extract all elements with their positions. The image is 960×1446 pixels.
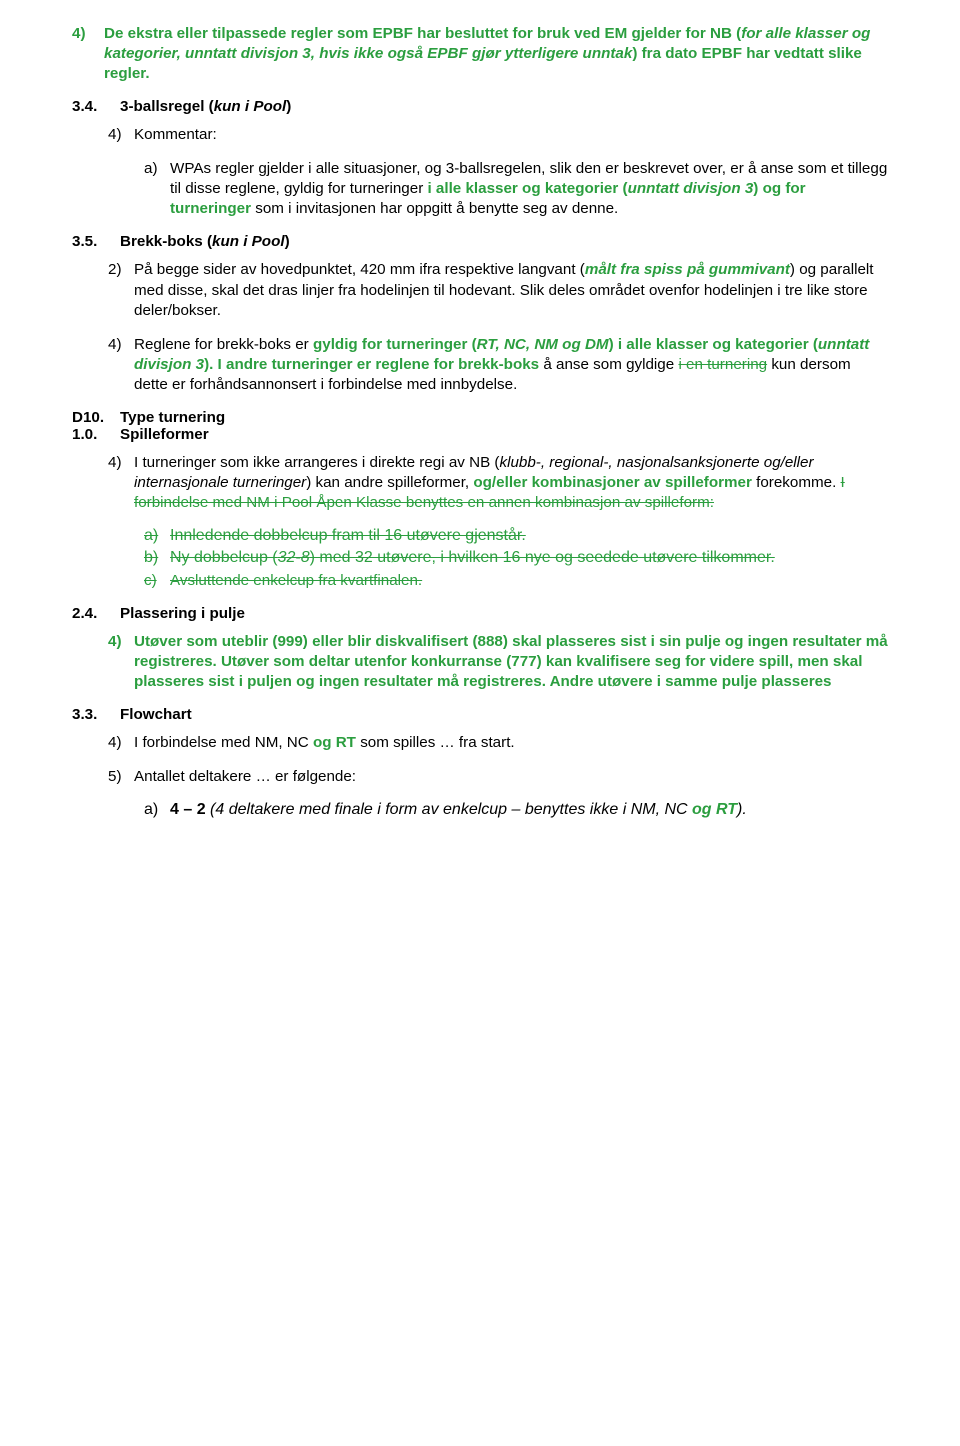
item-4-kommentar: 4) Kommentar: bbox=[72, 125, 888, 145]
text: i alle klasser og kategorier ( bbox=[427, 180, 627, 197]
text: ). bbox=[737, 801, 747, 818]
text: gyldig for turneringer ( bbox=[313, 336, 477, 353]
list-letter: b) bbox=[144, 549, 170, 567]
heading-title: ) bbox=[285, 233, 290, 250]
heading-3-5: 3.5. Brekk-boks (kun i Pool) bbox=[72, 233, 888, 250]
item-4-flowchart: 4) I forbindelse med NM, NC og RT som sp… bbox=[72, 733, 888, 753]
item-5-antallet: 5) Antallet deltakere … er følgende: bbox=[72, 767, 888, 787]
heading-number: 2.4. bbox=[72, 605, 120, 622]
text: Kommentar: bbox=[134, 125, 888, 145]
list-letter: a) bbox=[144, 527, 170, 545]
text: RT, NC, NM og DM bbox=[477, 336, 609, 353]
heading-title-italic: kun i Pool bbox=[212, 233, 285, 250]
text: ). I andre turneringer er reglene for br… bbox=[204, 356, 543, 373]
list-letter: c) bbox=[144, 571, 170, 591]
heading-number: 1.0. bbox=[72, 426, 120, 443]
list-number: 4) bbox=[108, 453, 134, 473]
text: ) i alle klasser og kategorier ( bbox=[609, 336, 818, 353]
text: målt fra spiss på gummivant bbox=[585, 261, 790, 278]
text: og RT bbox=[313, 734, 360, 751]
text: unntatt divisjon 3 bbox=[628, 180, 754, 197]
heading-title: Spilleformer bbox=[120, 426, 888, 443]
list-number: 4) bbox=[108, 125, 134, 145]
text: og RT bbox=[692, 801, 737, 818]
item-a-4-2: a) 4 – 2 (4 deltakere med finale i form … bbox=[72, 801, 888, 819]
list-number: 4) bbox=[108, 632, 134, 652]
text: som spilles … fra start. bbox=[360, 734, 514, 751]
heading-title: Brekk-boks ( bbox=[120, 233, 212, 250]
heading-title: Type turnering bbox=[120, 409, 888, 426]
heading-number: 3.3. bbox=[72, 706, 120, 723]
heading-title: 3-ballsregel ( bbox=[120, 98, 214, 115]
text: 4 – 2 bbox=[170, 801, 210, 818]
list-number: 4) bbox=[108, 335, 134, 355]
text: og/eller kombinasjoner av spilleformer bbox=[473, 474, 756, 491]
item-4-plassering: 4) Utøver som uteblir (999) eller blir d… bbox=[72, 632, 888, 692]
item-4-turneringer: 4) I turneringer som ikke arrangeres i d… bbox=[72, 453, 888, 513]
text: Antallet deltakere … er følgende: bbox=[134, 767, 888, 787]
text: I forbindelse med NM, NC bbox=[134, 734, 313, 751]
list-number: 2) bbox=[108, 260, 134, 280]
text: forekomme. bbox=[756, 474, 840, 491]
strikethrough-text: i en turnering bbox=[678, 356, 767, 373]
heading-number: 3.5. bbox=[72, 233, 120, 250]
heading-2-4: 2.4. Plassering i pulje bbox=[72, 605, 888, 622]
strikethrough-text: 32-8 bbox=[278, 549, 310, 566]
heading-number: 3.4. bbox=[72, 98, 120, 115]
document-page: 4) De ekstra eller tilpassede regler som… bbox=[0, 0, 960, 859]
heading-title: Plassering i pulje bbox=[120, 605, 888, 622]
item-4-extra-rules: 4) De ekstra eller tilpassede regler som… bbox=[72, 24, 888, 84]
text: ) kan andre spilleformer, bbox=[306, 474, 473, 491]
heading-number: D10. bbox=[72, 409, 120, 426]
heading-3-3: 3.3. Flowchart bbox=[72, 706, 888, 723]
text: som i invitasjonen har oppgitt å benytte… bbox=[255, 200, 618, 217]
list-number: 4) bbox=[108, 733, 134, 753]
item-a-wpa: a) WPAs regler gjelder i alle situasjone… bbox=[72, 159, 888, 219]
strikethrough-text: ) med 32 utøvere, i hvilken 16 nye og se… bbox=[310, 549, 775, 566]
heading-title: Flowchart bbox=[120, 706, 888, 723]
item-2-brekkboks: 2) På begge sider av hovedpunktet, 420 m… bbox=[72, 260, 888, 320]
text: å anse som gyldige bbox=[543, 356, 678, 373]
text: (4 deltakere med finale i form av enkelc… bbox=[210, 801, 692, 818]
list-letter: a) bbox=[144, 159, 170, 179]
heading-d10: D10. Type turnering bbox=[72, 409, 888, 426]
item-4-brekkboks: 4) Reglene for brekk-boks er gyldig for … bbox=[72, 335, 888, 395]
list-number: 5) bbox=[108, 767, 134, 787]
strikethrough-text: Ny dobbelcup ( bbox=[170, 549, 278, 566]
list-number: 4) bbox=[72, 24, 104, 44]
heading-3-4: 3.4. 3-ballsregel (kun i Pool) bbox=[72, 98, 888, 115]
list-letter: a) bbox=[144, 801, 170, 819]
strikethrough-text: Avsluttende enkelcup fra kvartfinalen. bbox=[170, 571, 888, 591]
text: Utøver som uteblir (999) eller blir disk… bbox=[134, 632, 888, 692]
strike-list: a) Innledende dobbelcup fram til 16 utøv… bbox=[72, 527, 888, 591]
text: I turneringer som ikke arrangeres i dire… bbox=[134, 454, 500, 471]
heading-title-italic: kun i Pool bbox=[214, 98, 287, 115]
strikethrough-text: Innledende dobbelcup fram til 16 utøvere… bbox=[170, 527, 888, 545]
text: De ekstra eller tilpassede regler som EP… bbox=[104, 25, 741, 42]
text: På begge sider av hovedpunktet, 420 mm i… bbox=[134, 261, 585, 278]
heading-1-0: 1.0. Spilleformer bbox=[72, 426, 888, 443]
text: Reglene for brekk-boks er bbox=[134, 336, 313, 353]
heading-title: ) bbox=[286, 98, 291, 115]
